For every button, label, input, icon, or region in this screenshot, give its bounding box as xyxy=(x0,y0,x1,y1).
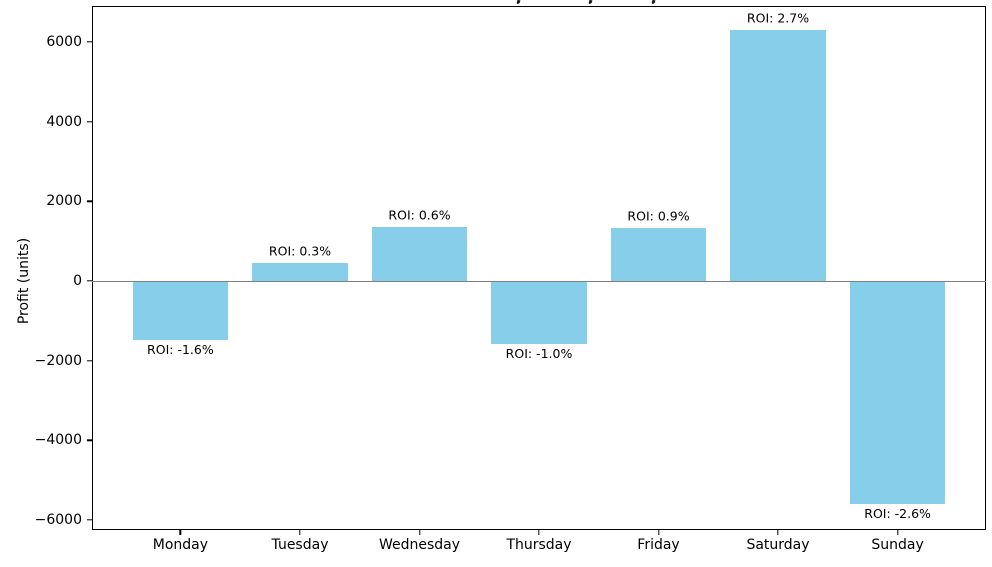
y-tick-mark xyxy=(87,439,92,442)
roi-annotation: ROI: 2.7% xyxy=(746,10,810,26)
bar-saturday xyxy=(730,29,826,281)
x-tick-mark xyxy=(777,530,779,535)
x-tick-mark xyxy=(657,530,660,535)
x-tick-label: Thursday xyxy=(506,537,572,553)
x-tick-label: Wednesday xyxy=(378,537,461,553)
roi-annotation: ROI: -1.0% xyxy=(505,345,573,361)
x-tick-mark xyxy=(418,530,421,535)
bar-wednesday xyxy=(371,226,468,281)
y-tick-label: 4000 xyxy=(46,113,82,130)
y-tick-label: −4000 xyxy=(34,432,82,449)
y-tick-mark xyxy=(87,41,92,43)
x-tick-label: Saturday xyxy=(746,537,810,553)
x-tick-label: Friday xyxy=(637,537,680,553)
y-axis-label: Profit (units) xyxy=(16,237,32,325)
roi-annotation: ROI: 0.6% xyxy=(388,207,451,223)
y-tick-mark xyxy=(87,359,92,362)
x-tick-mark xyxy=(299,530,301,535)
y-tick-label: −6000 xyxy=(34,512,82,529)
clipped-title-descender-mark xyxy=(651,0,656,5)
x-tick-mark xyxy=(896,530,899,535)
y-tick-mark xyxy=(87,200,92,202)
bar-sunday xyxy=(849,281,946,505)
x-tick-label: Tuesday xyxy=(271,537,329,553)
x-tick-mark xyxy=(179,530,182,535)
y-tick-label: 0 xyxy=(73,273,82,289)
y-tick-mark xyxy=(87,519,92,521)
x-tick-label: Sunday xyxy=(871,537,924,553)
bar-thursday xyxy=(491,281,587,344)
roi-annotation: ROI: 0.3% xyxy=(268,243,332,259)
y-tick-label: 2000 xyxy=(46,193,82,210)
bar-tuesday xyxy=(252,263,348,281)
clipped-title-descender-mark xyxy=(588,0,593,5)
y-tick-label: −2000 xyxy=(34,352,82,369)
roi-annotation: ROI: -2.6% xyxy=(864,506,931,522)
x-tick-label: Monday xyxy=(152,537,209,553)
roi-annotation: ROI: -1.6% xyxy=(147,342,214,357)
bar-friday xyxy=(610,227,707,281)
y-tick-mark xyxy=(87,280,92,282)
roi-annotation: ROI: 0.9% xyxy=(627,208,690,224)
zero-line xyxy=(92,280,986,282)
bar-monday xyxy=(132,281,229,340)
y-tick-label: 6000 xyxy=(46,33,82,50)
plot-area xyxy=(92,6,986,530)
y-tick-mark xyxy=(87,120,92,123)
clipped-title-descender-mark xyxy=(516,0,521,5)
x-tick-mark xyxy=(538,530,540,535)
